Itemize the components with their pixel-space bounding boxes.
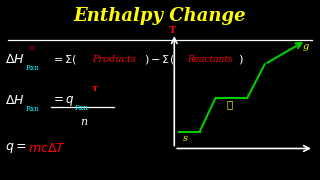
Text: g: g [303, 42, 309, 51]
Text: Enthalpy Change: Enthalpy Change [74, 7, 246, 25]
Text: T: T [92, 85, 98, 93]
Text: Reactants: Reactants [187, 55, 232, 64]
Text: $=\Sigma($: $=\Sigma($ [51, 53, 77, 66]
Text: $= q$: $= q$ [51, 94, 74, 108]
Text: $)-\Sigma($: $)-\Sigma($ [143, 53, 174, 66]
Text: Rxn: Rxn [26, 64, 40, 72]
Text: Products: Products [92, 55, 136, 64]
Text: Rxn: Rxn [75, 104, 89, 112]
Text: $mc\Delta T$: $mc\Delta T$ [28, 142, 67, 155]
Text: $\Delta H$: $\Delta H$ [4, 94, 24, 107]
Text: $\Delta H$: $\Delta H$ [4, 53, 24, 66]
Text: Rxn: Rxn [26, 105, 40, 113]
Text: n: n [80, 117, 87, 127]
Text: ℓ: ℓ [227, 101, 233, 110]
Text: o: o [29, 44, 34, 52]
Text: ): ) [239, 55, 243, 65]
Text: T: T [169, 26, 176, 35]
Text: $q = $: $q = $ [4, 141, 26, 156]
Text: s: s [183, 134, 188, 143]
